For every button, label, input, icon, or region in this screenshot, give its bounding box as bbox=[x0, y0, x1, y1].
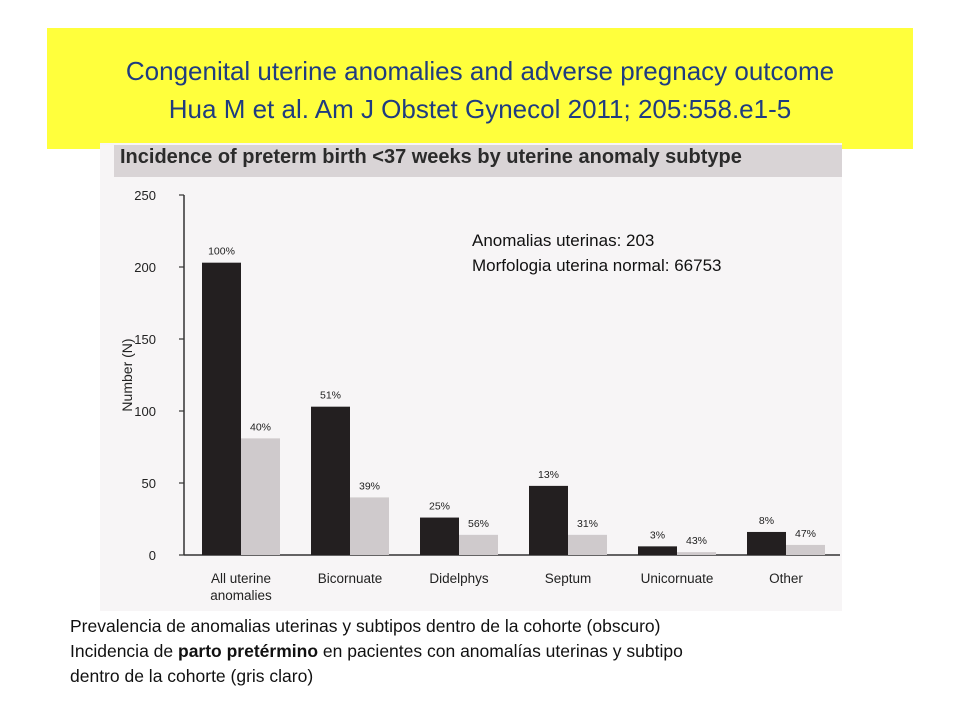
y-tick-label: 150 bbox=[134, 332, 156, 347]
caption: Prevalencia de anomalias uterinas y subt… bbox=[70, 614, 920, 689]
bar bbox=[311, 406, 350, 555]
title-band: Congenital uterine anomalies and adverse… bbox=[47, 28, 913, 149]
bar bbox=[638, 546, 677, 555]
caption-line-2-end: en pacientes con anomalías uterinas y su… bbox=[318, 641, 683, 661]
bar bbox=[241, 438, 280, 555]
x-tick-label: Bicornuate bbox=[318, 571, 383, 586]
caption-line-3: dentro de la cohorte (gris claro) bbox=[70, 666, 314, 686]
bar bbox=[677, 552, 716, 555]
annotation-normal: Morfologia uterina normal: 66753 bbox=[472, 256, 722, 275]
bar-value-label: 39% bbox=[359, 480, 380, 492]
x-tick-label: All uterine bbox=[211, 571, 271, 586]
x-tick-label: Unicornuate bbox=[641, 571, 714, 586]
sample-size-annotation: Anomalias uterinas: 203 Morfologia uteri… bbox=[472, 228, 721, 278]
chart-title: Incidence of preterm birth <37 weeks by … bbox=[120, 146, 742, 168]
y-tick-label: 0 bbox=[149, 548, 156, 563]
bar-value-label: 13% bbox=[538, 469, 559, 481]
bar bbox=[350, 497, 389, 555]
x-tick-label: Septum bbox=[545, 571, 592, 586]
bar-value-label: 43% bbox=[686, 535, 707, 547]
chart-title-band bbox=[114, 145, 842, 177]
bar bbox=[747, 531, 786, 555]
bar-value-label: 31% bbox=[577, 518, 598, 530]
bar bbox=[568, 534, 607, 555]
x-tick-label: anomalies bbox=[210, 588, 272, 603]
slide-title: Congenital uterine anomalies and adverse… bbox=[125, 56, 835, 86]
bar-value-label: 56% bbox=[468, 518, 489, 530]
bar bbox=[420, 517, 459, 555]
y-axis-title: Number (N) bbox=[119, 338, 135, 411]
bar-value-label: 8% bbox=[759, 515, 774, 527]
bar-value-label: 100% bbox=[208, 246, 235, 258]
bar-value-label: 25% bbox=[429, 501, 450, 513]
caption-emphasis: parto pretérmino bbox=[178, 641, 319, 661]
y-tick-label: 50 bbox=[142, 476, 156, 491]
caption-line-2-start: Incidencia de bbox=[70, 641, 178, 661]
bar-chart: 0 50 100 150 200 250 Number (N) 100% 40% All uter… bbox=[119, 188, 840, 603]
y-tick-label: 100 bbox=[134, 404, 156, 419]
x-tick-label: Didelphys bbox=[429, 571, 489, 586]
chart-figure: Incidence of preterm birth <37 weeks by … bbox=[100, 143, 842, 611]
caption-line-1: Prevalencia de anomalias uterinas y subt… bbox=[70, 616, 661, 636]
bar bbox=[459, 534, 498, 555]
slide-citation: Hua M et al. Am J Obstet Gynecol 2011; 2… bbox=[168, 94, 792, 124]
bar-value-label: 47% bbox=[795, 528, 816, 540]
bar bbox=[202, 262, 241, 555]
bar-value-label: 3% bbox=[650, 529, 665, 541]
x-tick-label: Other bbox=[769, 571, 803, 586]
bar bbox=[786, 544, 825, 555]
bar-value-label: 40% bbox=[250, 421, 271, 433]
y-tick-label: 250 bbox=[134, 188, 156, 203]
caption-line-2: Incidencia de parto pretérmino en pacien… bbox=[70, 639, 920, 664]
y-tick-label: 200 bbox=[134, 260, 156, 275]
bar-value-label: 51% bbox=[320, 390, 341, 402]
annotation-anomalies: Anomalias uterinas: 203 bbox=[472, 231, 655, 250]
bar bbox=[529, 485, 568, 555]
